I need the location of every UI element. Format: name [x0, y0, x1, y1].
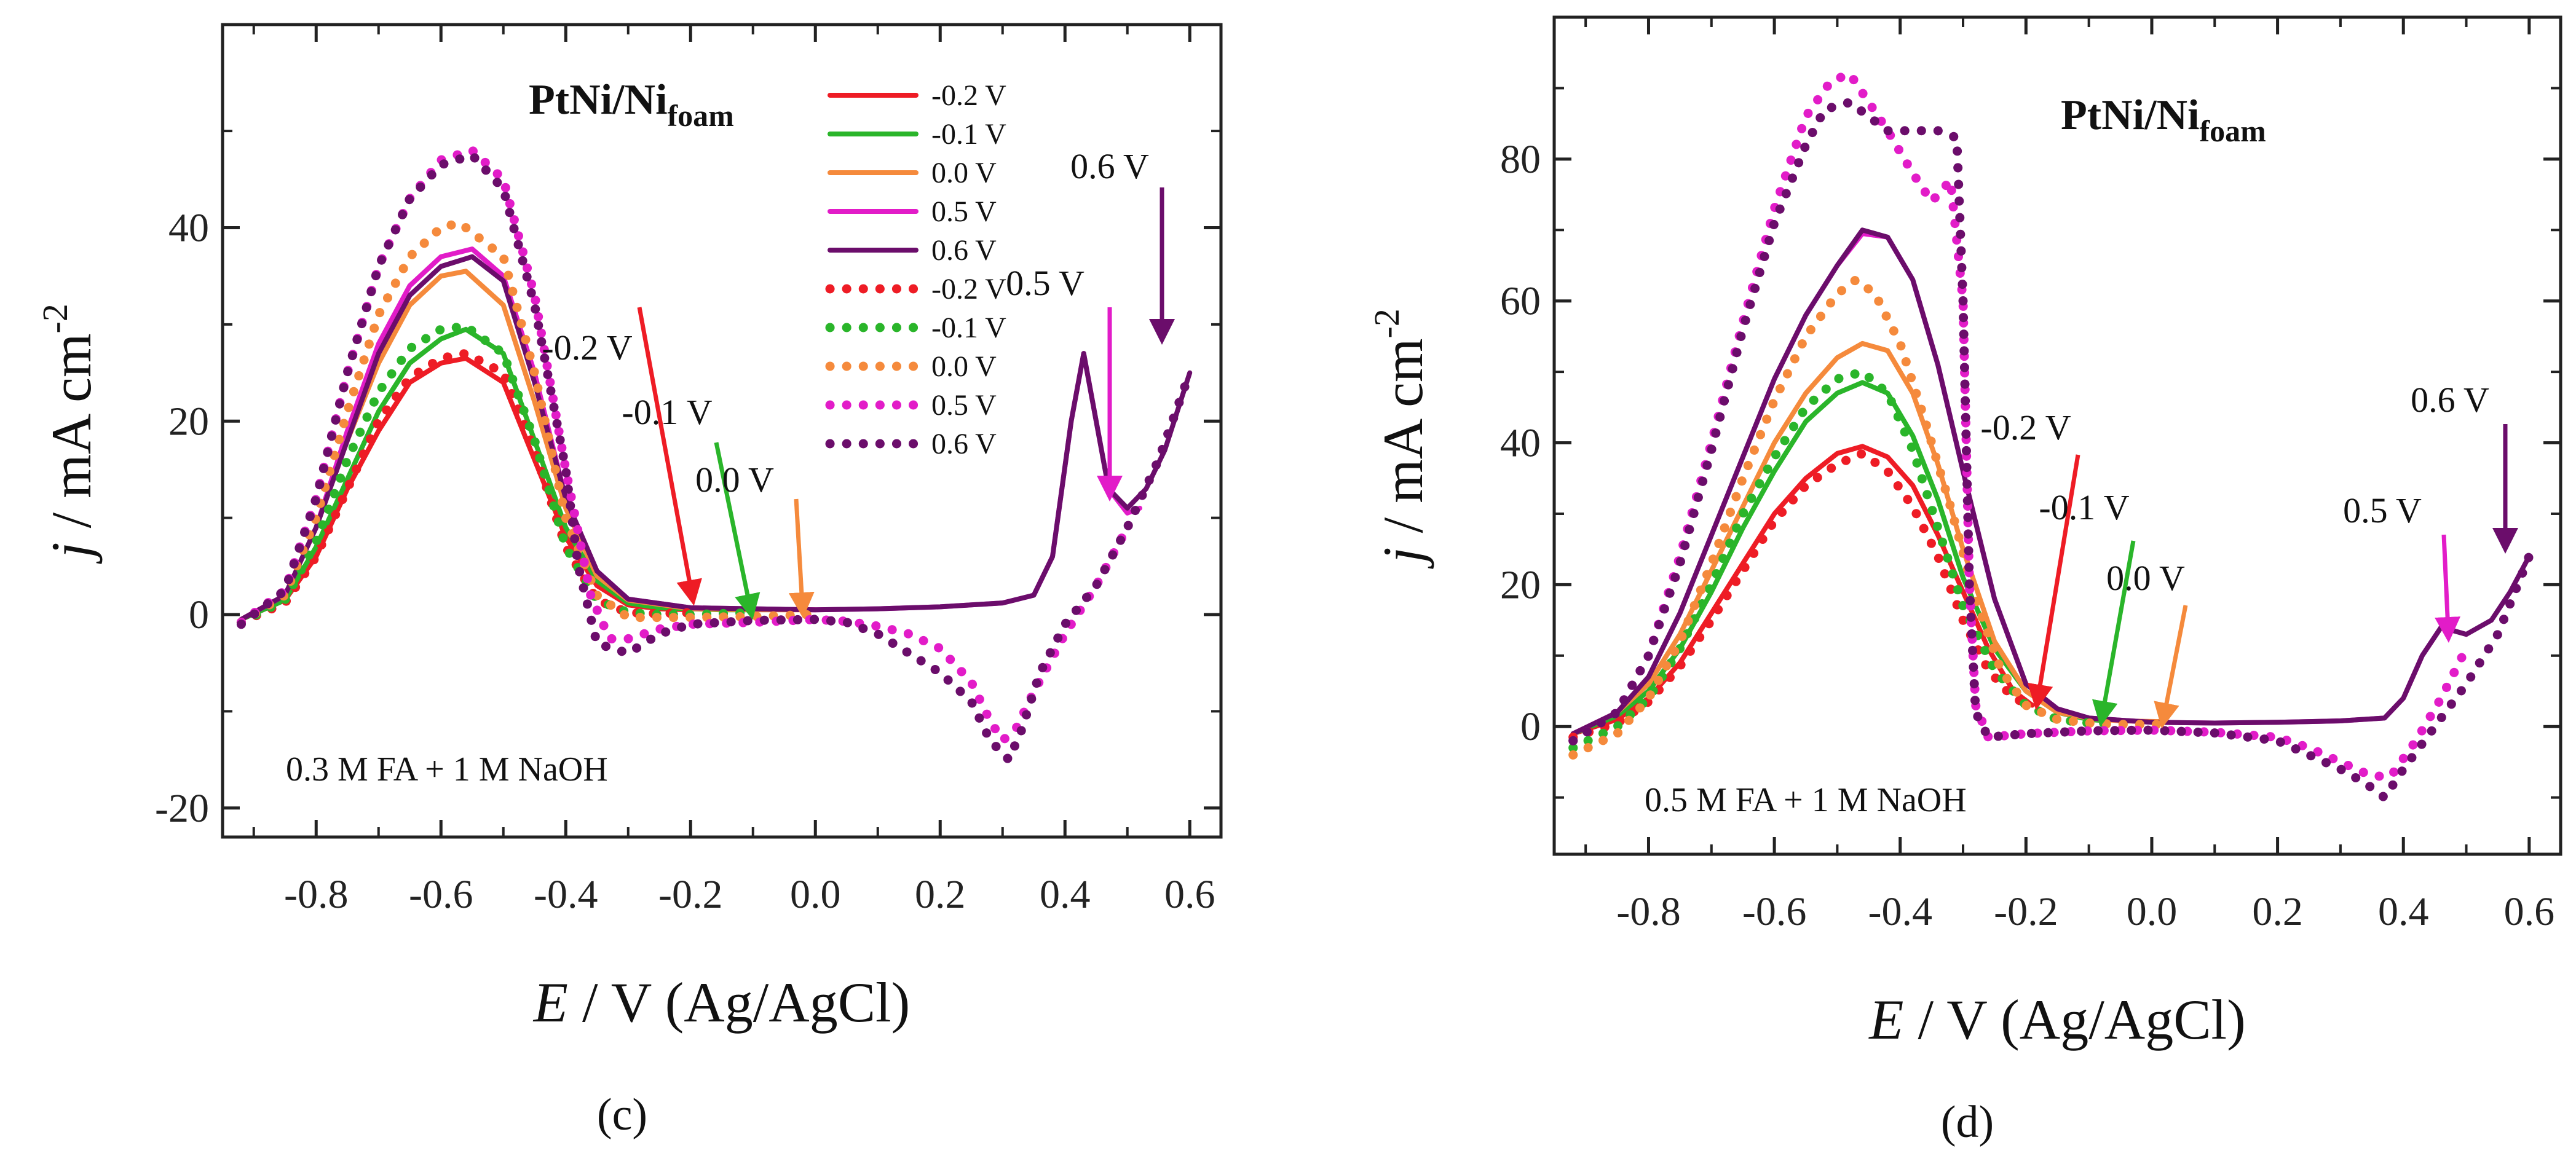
series-line-dotted [236, 321, 758, 627]
series-line-dotted [236, 218, 820, 627]
x-tick-label: 0.2 [2252, 889, 2303, 934]
y-tick-label: 40 [168, 206, 209, 251]
y-axis-title-unit: / mA cm [1372, 338, 1434, 547]
annotation-arrow [2154, 605, 2188, 729]
y-tick-label: 60 [1500, 279, 1541, 324]
y-tick-label: 20 [1500, 562, 1541, 607]
chart-title-main: PtNi/Ni [2061, 92, 2200, 139]
panel-c: -0.8 -0.6 -0.4 -0.2 0.0 0.2 0.4 0.6 -20 0 20 40 PtNi… [35, 23, 1223, 1140]
x-tick-label: -0.4 [534, 872, 598, 917]
annotation-arrow [2092, 540, 2136, 727]
condition-label: 0.5 M FA + 1 M NaOH [1645, 781, 1967, 819]
x-tick-label: -0.6 [409, 872, 473, 917]
annotation-label: 0.5 V [2343, 490, 2422, 530]
annotation-label: -0.1 V [622, 392, 712, 432]
y-axis-title-unit: / mA cm [40, 333, 103, 542]
x-axis-title-symbol: E [1868, 988, 1903, 1051]
condition-label: 0.3 M FA + 1 M NaOH [286, 750, 608, 788]
x-tick-label: 0.0 [790, 872, 841, 917]
legend-label: 0.0 V [931, 157, 997, 189]
legend-label: 0.5 V [931, 389, 997, 422]
y-tick-label: 0 [189, 592, 209, 637]
x-axis-title-unit: / V (Ag/AgCl) [568, 971, 910, 1034]
y-tick-label: 40 [1500, 421, 1541, 466]
annotation-label: 0.5 V [1006, 263, 1085, 303]
y-tick-label: 80 [1500, 137, 1541, 182]
panel-label: (c) [597, 1090, 647, 1140]
series-line-dotted [236, 348, 695, 627]
y-axis-title-symbol: j [40, 542, 103, 564]
legend-label: 0.6 V [931, 234, 997, 267]
y-axis-title-superscript: -2 [1367, 309, 1407, 338]
x-tick-label: 0.4 [2378, 889, 2429, 934]
y-tick-label: 0 [1520, 704, 1541, 749]
x-tick-label: -0.2 [1994, 889, 2058, 934]
series-line-dotted [236, 151, 1195, 765]
x-axis-title: E / V (Ag/AgCl) [532, 971, 911, 1034]
annotation-arrow [2435, 534, 2461, 643]
series-line-dotted [236, 146, 1132, 745]
annotation-arrow [2027, 454, 2080, 710]
x-tick-label: 0.6 [2504, 889, 2555, 934]
annotation-label: 0.0 V [695, 460, 774, 500]
legend-label: -0.1 V [931, 118, 1006, 151]
x-tick-label: -0.6 [1742, 889, 1806, 934]
annotation-label: -0.1 V [2039, 487, 2129, 527]
chart-title-subscript: foam [2200, 114, 2266, 148]
x-tick-label: -0.4 [1868, 889, 1932, 934]
legend-label: 0.0 V [931, 350, 997, 383]
y-axis-title-symbol: j [1372, 547, 1434, 569]
panel-label: (d) [1941, 1097, 1994, 1147]
legend-label: 0.5 V [931, 195, 997, 228]
panel-d: -0.8 -0.6 -0.4 -0.2 0.0 0.2 0.4 0.6 0 20 40 60 80 PtN… [1367, 15, 2562, 1147]
annotation-label: -0.2 V [1980, 407, 2071, 447]
y-tick-label: -20 [155, 786, 209, 831]
chart-title-main: PtNi/Ni [529, 76, 668, 124]
chart-title-subscript: foam [668, 98, 734, 133]
y-axis-title: j / mA cm-2 [35, 304, 103, 564]
x-tick-label: 0.4 [1040, 872, 1091, 917]
series-line-solid [1570, 231, 2469, 736]
annotation-label: -0.2 V [542, 328, 632, 368]
legend-label: -0.2 V [931, 273, 1006, 305]
series-line-dotted [1568, 98, 2534, 803]
plot-frame [221, 23, 1223, 839]
y-axis-title-superscript: -2 [35, 304, 75, 333]
annotation-arrow [637, 307, 702, 606]
legend-label: 0.6 V [931, 428, 997, 460]
x-axis-title: E / V (Ag/AgCl) [1868, 988, 2246, 1051]
annotation-arrow [788, 498, 815, 618]
chart-title: PtNi/Nifoam [529, 76, 734, 133]
plot-frame [1552, 15, 2562, 856]
x-axis-title-unit: / V (Ag/AgCl) [1903, 988, 2245, 1051]
x-tick-label: 0.0 [2127, 889, 2178, 934]
x-tick-label: 0.2 [915, 872, 966, 917]
legend-label: -0.2 V [931, 79, 1006, 112]
x-tick-label: -0.8 [284, 872, 348, 917]
x-tick-label: -0.8 [1616, 889, 1680, 934]
x-axis-title-symbol: E [532, 971, 568, 1034]
annotation-arrow [714, 442, 761, 620]
x-tick-label: -0.2 [658, 872, 722, 917]
legend-label: -0.1 V [931, 312, 1006, 344]
y-axis-title: j / mA cm-2 [1367, 309, 1434, 569]
chart-title: PtNi/Nifoam [2061, 92, 2266, 148]
annotation-label: 0.6 V [2411, 380, 2489, 420]
series-line-solid [1570, 227, 2532, 736]
y-tick-label: 20 [168, 399, 209, 444]
annotation-label: 0.0 V [2106, 558, 2185, 598]
annotation-label: 0.6 V [1070, 146, 1149, 186]
x-tick-label: 0.6 [1164, 872, 1215, 917]
series-line-solid [239, 326, 756, 622]
